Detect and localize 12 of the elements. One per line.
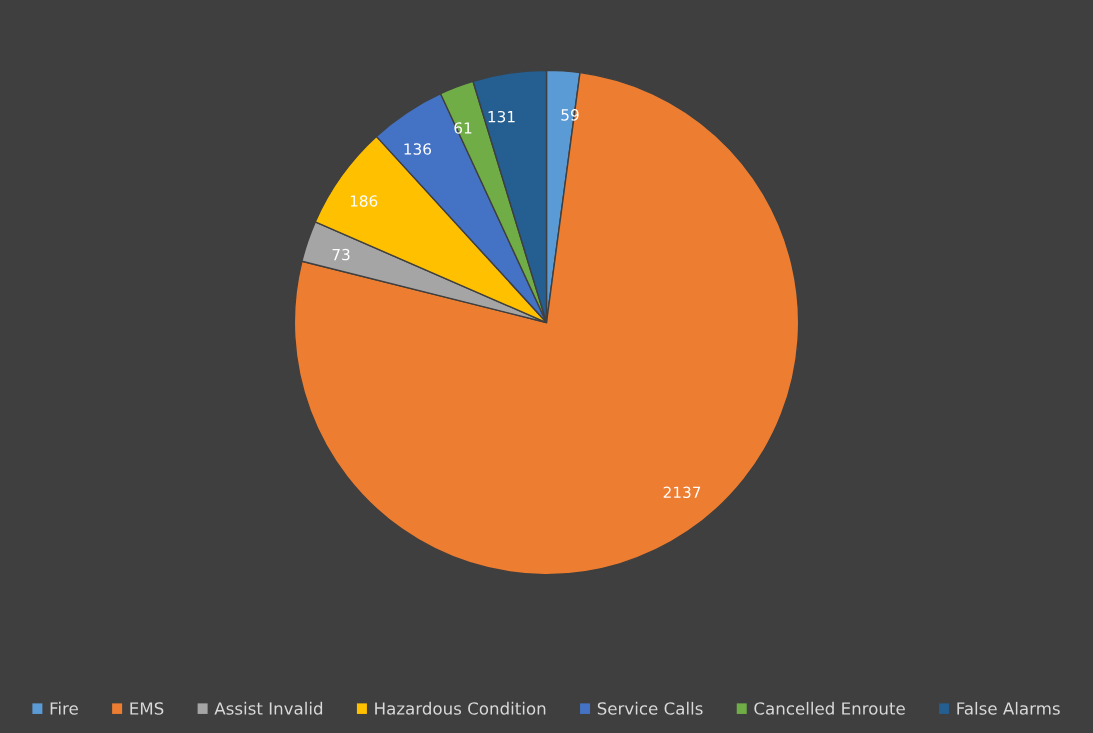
data-label: 2137 bbox=[663, 486, 701, 499]
legend-label: Assist Invalid bbox=[214, 701, 323, 715]
data-label: 186 bbox=[350, 195, 378, 207]
legend-label: Fire bbox=[50, 701, 78, 715]
legend-label: False Alarms bbox=[957, 701, 1060, 715]
data-label: 136 bbox=[404, 143, 432, 155]
legend-label: EMS bbox=[130, 702, 164, 715]
legend-label: Cancelled Enroute bbox=[754, 701, 905, 715]
legend-label: Hazardous Condition bbox=[375, 701, 546, 715]
legend-label: Service Calls bbox=[597, 701, 703, 715]
data-label: 73 bbox=[332, 248, 350, 261]
data-label: 131 bbox=[488, 110, 515, 123]
